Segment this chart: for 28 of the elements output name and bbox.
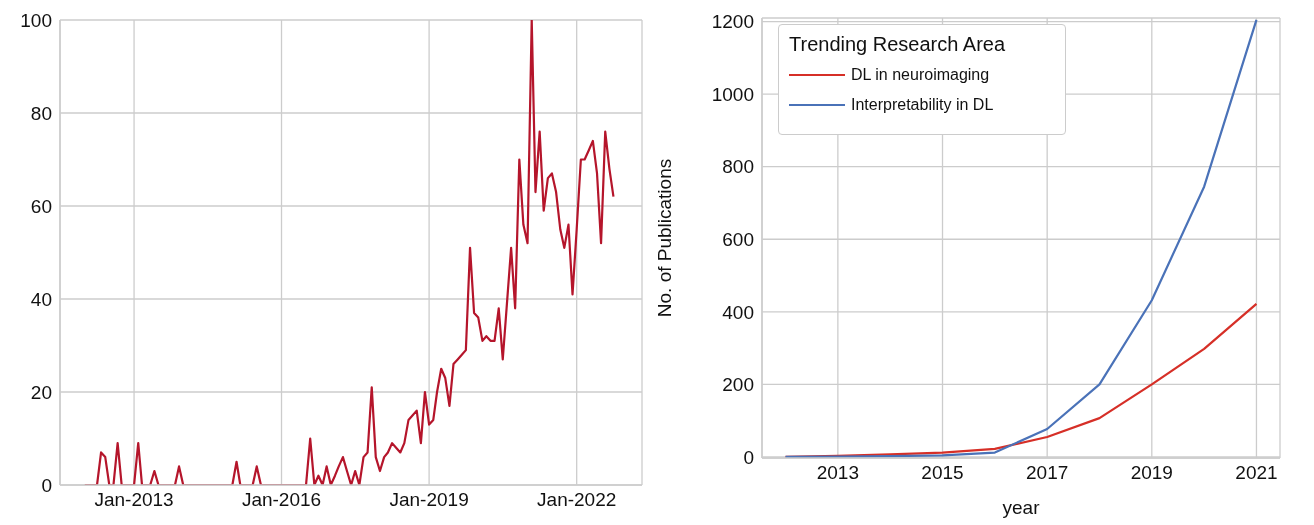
legend-title: Trending Research Area: [789, 33, 1006, 56]
legend-label: DL in neuroimaging: [851, 66, 990, 84]
y-axis-title: No. of Publications: [653, 158, 675, 318]
y-tick-label: 40: [30, 288, 52, 310]
x-tick-label: 2013: [816, 462, 860, 484]
y-tick-label: 800: [722, 156, 754, 178]
x-tick-label: 2019: [1130, 462, 1173, 484]
legend-label: Interpretability in DL: [851, 96, 994, 114]
x-tick-label: Jan-2013: [94, 489, 174, 511]
x-axis-title: year: [1002, 497, 1041, 518]
x-tick-label: Jan-2022: [537, 489, 617, 511]
line-series: [784, 18, 1258, 458]
x-tick-label: Jan-2016: [241, 489, 322, 511]
y-tick-label: 100: [20, 9, 52, 31]
y-tick-label: 1200: [711, 11, 754, 33]
y-tick-label: 0: [743, 446, 754, 468]
y-tick-label: 80: [30, 102, 52, 124]
y-tick-label: 1000: [711, 83, 754, 105]
y-tick-label: 400: [722, 301, 754, 323]
y-tick-label: 0: [41, 474, 52, 496]
y-tick-label: 60: [30, 195, 52, 217]
x-tick-label: Jan-2019: [389, 489, 469, 511]
y-tick-label: 20: [30, 381, 52, 403]
x-tick-label: 2015: [921, 462, 964, 484]
y-tick-label: 600: [722, 229, 754, 251]
x-tick-label: 2021: [1235, 462, 1278, 484]
x-tick-label: 2017: [1026, 462, 1069, 484]
y-tick-label: 200: [722, 374, 754, 396]
